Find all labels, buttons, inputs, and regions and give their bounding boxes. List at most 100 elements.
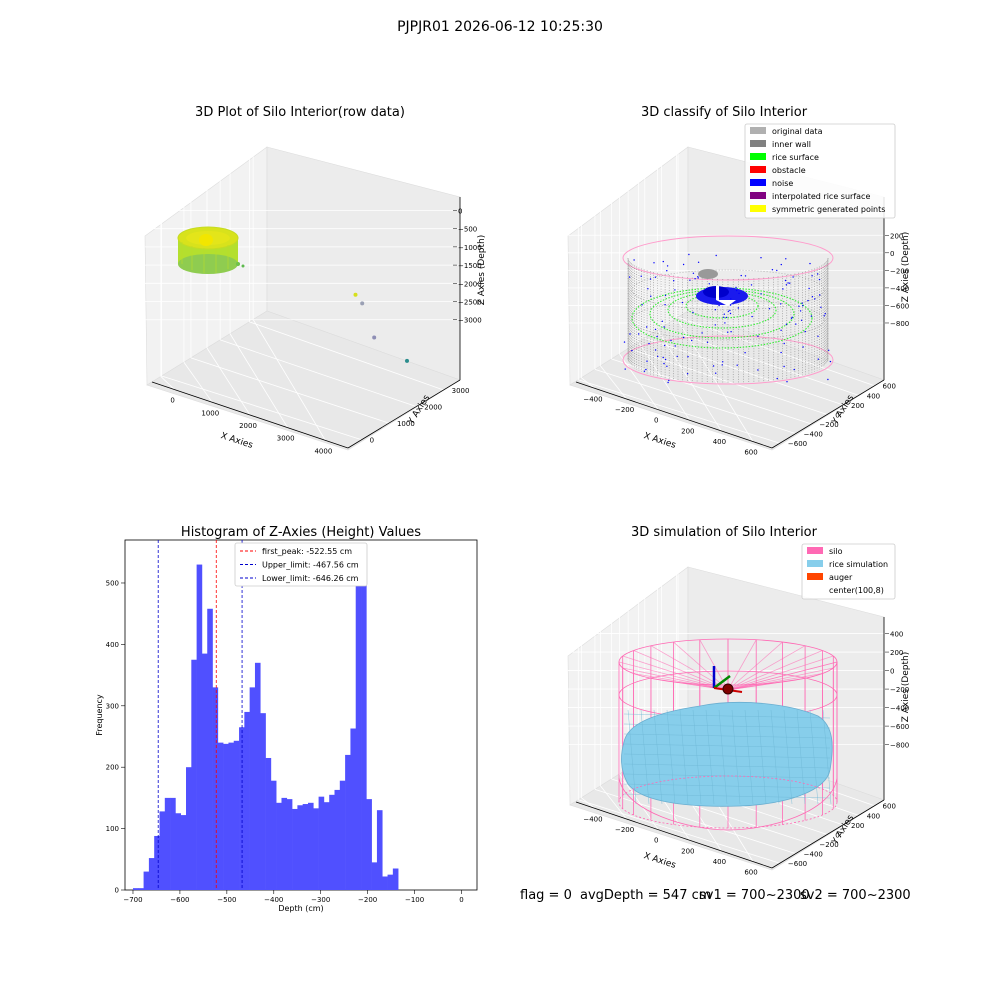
noise-point [820,306,822,308]
noise-point [725,316,728,319]
histogram-bar [170,797,176,890]
rice-mesh-line [718,709,728,805]
x-tick-label: −700 [123,896,142,904]
histogram-bar [233,740,240,890]
z-tick-label: −1500 [458,262,482,270]
panel1-outlier-points [353,292,409,363]
z-tick-label: −800 [890,742,909,750]
noise-point [790,317,793,319]
noise-point [751,315,753,318]
noise-point [828,349,830,351]
silo-roof-line [727,641,783,691]
grid-line [661,327,859,396]
noise-point [718,304,720,307]
noise-point [782,288,784,290]
noise-point [804,330,806,333]
noise-point [801,302,803,304]
rice-mesh-line [623,723,831,729]
histogram-bar [196,564,203,890]
noise-point [722,361,724,363]
noise-point [780,303,782,305]
panel2-title: 3D classify of Silo Interior [641,105,808,120]
histogram-bar [191,659,197,890]
noise-point [730,298,732,300]
x-tick-label: 200 [681,847,694,855]
noise-point [646,326,648,328]
noise-point [715,254,717,257]
rice-mesh-line [623,733,831,739]
silo-roof-line [727,650,823,691]
z-tick-label: 200 [890,232,903,240]
y-tick-label: 600 [883,383,896,391]
noise-point [780,351,782,354]
noise-point [697,261,700,263]
noise-point [706,341,709,343]
noise-point [643,370,646,372]
noise-point [645,368,647,371]
histogram-ylabel: Frequency [95,694,104,736]
noise-point [714,324,716,326]
rice-mesh-line [653,709,663,805]
x-tick-label: 0 [170,397,174,405]
legend-swatch [807,573,823,580]
legend-swatch [750,192,766,199]
legend-swatch [750,179,766,186]
z-tick-label: −600 [890,723,909,731]
histogram-bar [159,811,166,890]
panel1-z-ticks: 0 −500 −1000 −1500 −2000 −2500 −3000 [453,207,482,325]
silo-roof-line [622,655,729,691]
noise-point [664,304,666,306]
silo-roof-line [727,661,838,691]
noise-point [776,269,778,272]
noise-point [688,253,690,256]
noise-point [661,320,663,322]
rice-mesh-line [809,709,819,805]
z-tick-label: −2500 [458,299,482,307]
y-tick-label: 400 [867,392,880,400]
silo-roof-line [622,667,729,691]
silo-roof-line [727,681,783,691]
noise-point [744,352,746,354]
noise-point [714,309,717,311]
noise-point [811,296,814,298]
histogram-bar [207,608,213,890]
histogram-bar [318,796,325,890]
rice-mesh-line [623,753,831,759]
histogram-bar [212,687,219,890]
panel4-silo-bottom [618,775,838,831]
noise-point [808,287,810,290]
x-tick-label: 0 [654,417,658,425]
legend-swatch [807,560,823,567]
noise-point [757,369,759,371]
x-tick-label: 600 [744,869,757,877]
histogram-bar [350,728,357,890]
noise-point [674,345,676,347]
x-tick-label: 1000 [201,409,219,417]
noise-point [802,346,804,348]
noise-point [738,292,740,295]
panel2-legend: original data inner wall rice surface obsta… [744,123,896,219]
histogram-bar [254,662,261,890]
legend-label: center(100,8) [829,586,884,595]
outlier-point [360,301,365,306]
histogram-y-ticks: 0 100 200 300 400 500 [106,579,125,895]
histogram-bar [387,874,394,890]
x-tick-label: −300 [311,896,330,904]
z-tick-label: 0 [890,668,894,676]
noise-point [668,379,670,382]
noise-point [768,308,771,310]
grid-line [160,376,175,390]
z-tick-label: −2000 [458,280,482,288]
noise-point [676,355,678,358]
histogram-bar [180,815,187,890]
noise-point [623,341,626,343]
noise-point [682,263,685,266]
noise-point [694,278,696,280]
y-tick-label: 1000 [397,420,415,428]
grid-line [578,799,781,864]
histogram-bar [339,780,346,890]
grid-line [252,319,326,441]
histogram-bar [366,799,372,890]
z-tick-label: −600 [890,302,909,310]
grid-line [220,339,417,407]
